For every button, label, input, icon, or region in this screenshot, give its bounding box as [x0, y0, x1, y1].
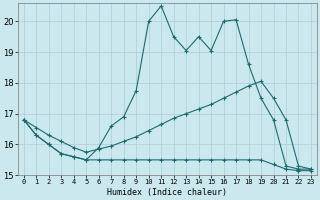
- X-axis label: Humidex (Indice chaleur): Humidex (Indice chaleur): [108, 188, 228, 197]
